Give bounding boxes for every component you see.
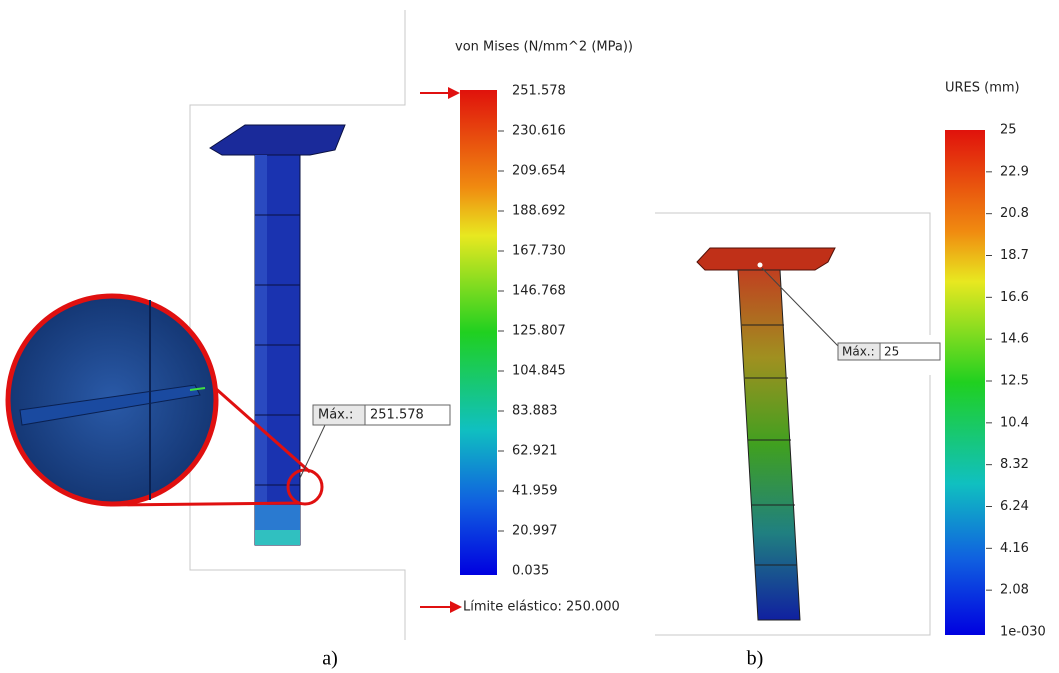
tick-label: 0.035: [512, 564, 549, 579]
tick-label: 20.8: [1000, 206, 1029, 221]
tick-label: 16.6: [1000, 290, 1029, 305]
tick-label: 209.654: [512, 164, 566, 179]
arrow: [450, 601, 462, 613]
tick-label: 14.6: [1000, 332, 1029, 347]
tick-label: 25: [1000, 123, 1017, 138]
tick-label: 41.959: [512, 484, 558, 499]
max-label: Máx.:: [842, 345, 875, 359]
tick-label: 83.883: [512, 404, 558, 419]
color-bar: [460, 90, 497, 575]
tick-label: 230.616: [512, 124, 566, 139]
color-bar: [945, 130, 985, 635]
tick-label: 6.24: [1000, 499, 1029, 514]
tick-label: 125.807: [512, 324, 566, 339]
tick-label: 12.5: [1000, 374, 1029, 389]
max-value: 25: [884, 345, 899, 359]
legend-title: von Mises (N/mm^2 (MPa)): [455, 40, 633, 55]
tick-label: 2.08: [1000, 583, 1029, 598]
caption: b): [747, 648, 764, 670]
tick-label: 10.4: [1000, 415, 1029, 430]
yield-label: Límite elástico: 250.000: [463, 600, 620, 615]
tick-label: 62.921: [512, 444, 558, 459]
figure: Máx.: 251.578 von Mises (N/mm^2 (MPa)) L…: [0, 0, 1059, 673]
max-box-b: Máx.: 25: [838, 343, 940, 360]
tick-label: 1e-030: [1000, 625, 1046, 640]
tick-label: 104.845: [512, 364, 566, 379]
model-b: [697, 248, 840, 620]
tick-label: 22.9: [1000, 164, 1029, 179]
tick-label: 188.692: [512, 204, 566, 219]
tick-label: 20.997: [512, 524, 558, 539]
tick-label: 251.578: [512, 84, 566, 99]
legend-title: URES (mm): [945, 81, 1020, 96]
tick-label: 146.768: [512, 284, 566, 299]
arrow: [448, 87, 460, 99]
legend-ticks: 25 22.9 20.8 18.7 16.6 14.6 12.5 10.4 8.32 6.24 4.…: [986, 123, 1046, 640]
tick-label: 8.32: [1000, 457, 1029, 472]
max-box-a: Máx.: 251.578: [313, 405, 450, 425]
tick-label: 167.730: [512, 244, 566, 259]
max-value: 251.578: [370, 408, 424, 423]
legend-ticks: 251.578 230.616 209.654 188.692 167.730 146.7…: [498, 84, 566, 579]
tick-label: 18.7: [1000, 248, 1029, 263]
caption: a): [322, 648, 338, 670]
max-label: Máx.:: [318, 408, 353, 423]
model-a: [8, 125, 345, 545]
tick-label: 4.16: [1000, 541, 1029, 556]
